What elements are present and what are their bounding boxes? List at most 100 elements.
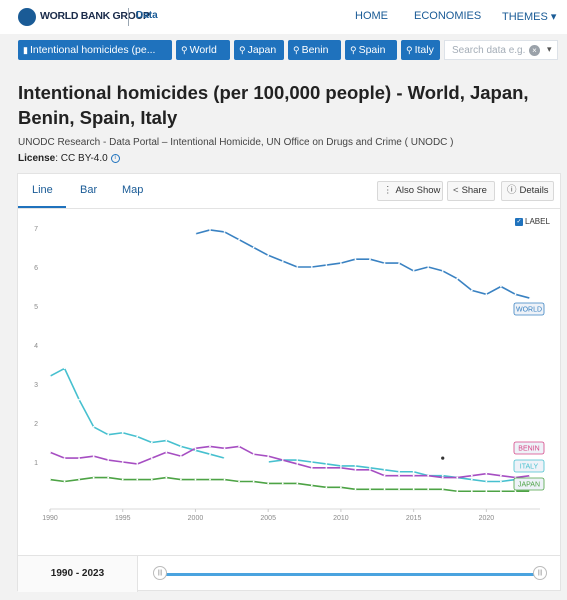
- active-tab-indicator: [18, 206, 66, 208]
- data-point-italy: [63, 367, 66, 370]
- data-point-world: [456, 277, 459, 280]
- country-chip-world[interactable]: ⚲ World: [176, 40, 230, 60]
- data-point-world: [398, 262, 400, 264]
- data-point-world: [267, 254, 270, 257]
- data-point-spain: [500, 474, 502, 477]
- data-point-spain: [325, 466, 328, 469]
- data-point-world: [427, 266, 430, 268]
- x-tick-label: 1995: [115, 515, 131, 522]
- top-navbar: WORLD BANK GROUP Data HOME ECONOMIES THE…: [0, 0, 567, 34]
- y-tick-label: 3: [34, 382, 38, 389]
- license-line: License: CC BY-4.0 i: [18, 153, 120, 164]
- year-range-slider-track[interactable]: [160, 573, 544, 576]
- tab-bar[interactable]: Bar: [80, 184, 98, 196]
- data-point-italy: [441, 474, 444, 477]
- country-chip-benin[interactable]: ⚲ Benin: [288, 40, 341, 60]
- info-icon[interactable]: i: [110, 153, 120, 163]
- data-point-spain: [427, 474, 430, 477]
- data-point-japan: [398, 488, 400, 491]
- label-toggle[interactable]: ✓ LABEL: [515, 217, 550, 226]
- data-point-italy: [78, 398, 80, 401]
- data-point-italy: [180, 445, 182, 448]
- y-tick-label: 2: [34, 421, 38, 428]
- tab-map[interactable]: Map: [122, 184, 144, 196]
- nav-economies-link[interactable]: ECONOMIES: [414, 10, 482, 22]
- data-point-japan: [281, 482, 284, 485]
- series-end-label-box: [513, 477, 545, 491]
- data-point-italy: [369, 466, 371, 469]
- details-button[interactable]: ⓘ Details: [501, 181, 554, 201]
- data-point-italy: [383, 468, 386, 471]
- data-point-world: [296, 266, 299, 268]
- filter-bar: ▮ Intentional homicides (pe... ⚲ World ⚲ Ja…: [0, 34, 567, 67]
- data-point-italy: [325, 463, 328, 465]
- also-show-label: Also Show: [395, 185, 441, 196]
- tab-line[interactable]: Line: [32, 184, 53, 196]
- tabs-divider: [18, 208, 560, 209]
- data-point-italy: [136, 435, 139, 438]
- series-end-label: WORLD: [516, 307, 542, 314]
- data-point-japan: [383, 488, 386, 491]
- data-point-spain: [354, 468, 357, 471]
- data-point-japan: [78, 478, 80, 481]
- series-line-italy: [268, 459, 516, 483]
- also-show-button[interactable]: ⋮ Also Show: [377, 181, 443, 201]
- indicator-chip-label: Intentional homicides (pe...: [29, 44, 156, 56]
- share-label: Share: [461, 185, 487, 196]
- data-point-world: [514, 293, 517, 296]
- data-point-japan: [427, 488, 430, 491]
- data-point-world: [383, 262, 386, 264]
- x-tick-label: 2000: [188, 515, 204, 522]
- data-point-world: [194, 232, 197, 235]
- country-chip-label: Benin: [301, 44, 329, 56]
- data-point-japan: [49, 478, 51, 481]
- location-pin-icon: ⚲: [239, 45, 246, 55]
- data-point-italy: [340, 465, 342, 467]
- data-point-japan: [63, 480, 66, 483]
- search-input[interactable]: Search data e.g. × ▾: [444, 40, 558, 60]
- data-point-spain: [383, 474, 386, 477]
- country-chip-italy[interactable]: ⚲ Italy: [401, 40, 440, 60]
- data-point-world: [529, 297, 531, 300]
- data-point-italy: [485, 480, 488, 483]
- data-point-world: [310, 266, 313, 268]
- clear-icon[interactable]: ×: [529, 45, 540, 56]
- share-button[interactable]: < Share: [447, 181, 495, 201]
- data-point-italy: [412, 470, 415, 473]
- nav-home-link[interactable]: HOME: [355, 10, 388, 22]
- country-chip-japan[interactable]: ⚲ Japan: [234, 40, 284, 60]
- data-point-italy: [121, 431, 124, 434]
- data-point-japan: [107, 476, 110, 479]
- country-chip-spain[interactable]: ⚲ Spain: [345, 40, 397, 60]
- data-point-spain: [252, 453, 255, 456]
- nav-themes-menu[interactable]: THEMES ▾: [502, 10, 556, 23]
- data-point-japan: [238, 480, 240, 483]
- data-point-spain: [49, 451, 51, 454]
- data-point-italy: [209, 453, 211, 456]
- data-home-link[interactable]: Data: [136, 10, 158, 21]
- data-point-italy: [165, 439, 168, 442]
- data-point-italy: [470, 478, 473, 481]
- data-point-japan: [485, 490, 488, 493]
- world-bank-globe-icon[interactable]: [18, 8, 36, 26]
- x-tick-label: 2005: [260, 515, 276, 522]
- chart-card: Line Bar Map ⋮ Also Show < Share ⓘ Details …: [17, 173, 561, 592]
- series-end-label-box: [513, 302, 545, 316]
- range-row: 1990 - 2023 ||| |||: [18, 555, 560, 592]
- indicator-chip[interactable]: ▮ Intentional homicides (pe...: [18, 40, 172, 60]
- range-end-handle[interactable]: |||: [533, 566, 547, 580]
- y-tick-label: 1: [34, 460, 38, 467]
- data-point-italy: [223, 457, 226, 459]
- series-line-italy: [49, 367, 225, 459]
- data-point-japan: [500, 490, 502, 493]
- data-point-spain: [456, 476, 459, 479]
- label-toggle-text: LABEL: [525, 217, 550, 226]
- country-chip-label: Spain: [358, 44, 386, 56]
- data-point-japan: [252, 480, 255, 483]
- range-start-handle[interactable]: |||: [153, 566, 167, 580]
- data-point-world: [238, 238, 240, 241]
- logo-separator: [128, 8, 129, 26]
- chevron-down-icon[interactable]: ▾: [547, 44, 552, 54]
- country-chip-label: Italy: [414, 44, 434, 56]
- world-bank-logo-text[interactable]: WORLD BANK GROUP: [40, 10, 150, 22]
